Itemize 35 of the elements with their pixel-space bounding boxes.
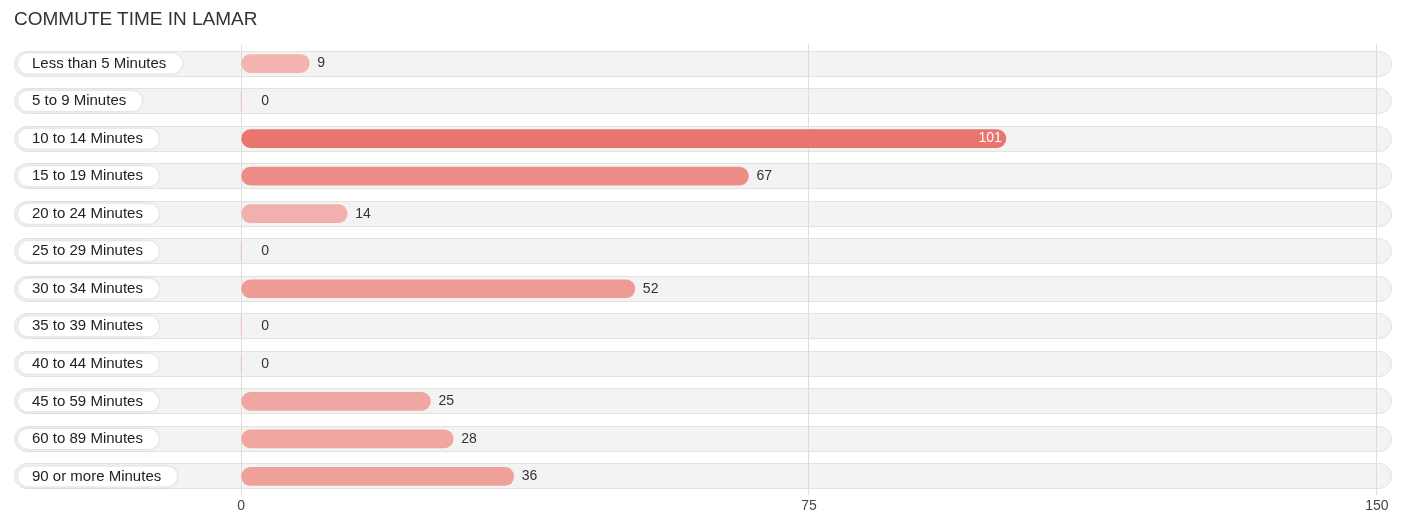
data-label: 0 xyxy=(261,242,270,259)
y-tick-label: 5 to 9 Minutes xyxy=(32,91,127,109)
chart-title: COMMUTE TIME IN LAMAR xyxy=(14,7,258,29)
x-tick-label: 75 xyxy=(801,497,817,514)
y-tick-label: 15 to 19 Minutes xyxy=(32,166,143,184)
y-tick-label: 35 to 39 Minutes xyxy=(32,316,143,334)
bar xyxy=(241,204,348,224)
y-tick-label: 25 to 29 Minutes xyxy=(32,241,143,259)
data-label: 101 xyxy=(978,129,1003,146)
bar xyxy=(241,54,310,73)
y-tick-label: 90 or more Minutes xyxy=(32,466,162,484)
data-label: 52 xyxy=(642,279,659,296)
x-tick-label: 150 xyxy=(1365,497,1389,514)
data-label: 0 xyxy=(261,354,270,371)
data-label: 14 xyxy=(355,204,371,221)
y-tick-label: 40 to 44 Minutes xyxy=(32,353,143,371)
bar xyxy=(241,467,515,486)
data-label: 67 xyxy=(756,167,773,184)
bar xyxy=(241,279,636,299)
y-tick-label: 20 to 24 Minutes xyxy=(32,203,143,221)
y-tick-label: Less than 5 Minutes xyxy=(32,53,167,71)
bar xyxy=(241,429,454,449)
x-tick-label: 0 xyxy=(237,497,246,514)
bar xyxy=(241,392,431,411)
y-tick-label: 10 to 14 Minutes xyxy=(32,128,143,146)
data-label: 0 xyxy=(261,317,270,334)
data-label: 25 xyxy=(438,392,455,409)
data-label: 28 xyxy=(461,429,477,446)
y-tick-label: 45 to 59 Minutes xyxy=(32,391,143,409)
data-label: 0 xyxy=(261,91,270,108)
y-tick-label: 30 to 34 Minutes xyxy=(32,278,143,296)
data-label: 9 xyxy=(317,54,326,71)
y-tick-label: 60 to 89 Minutes xyxy=(32,429,143,447)
bar xyxy=(241,129,1007,148)
data-label: 36 xyxy=(521,467,538,484)
